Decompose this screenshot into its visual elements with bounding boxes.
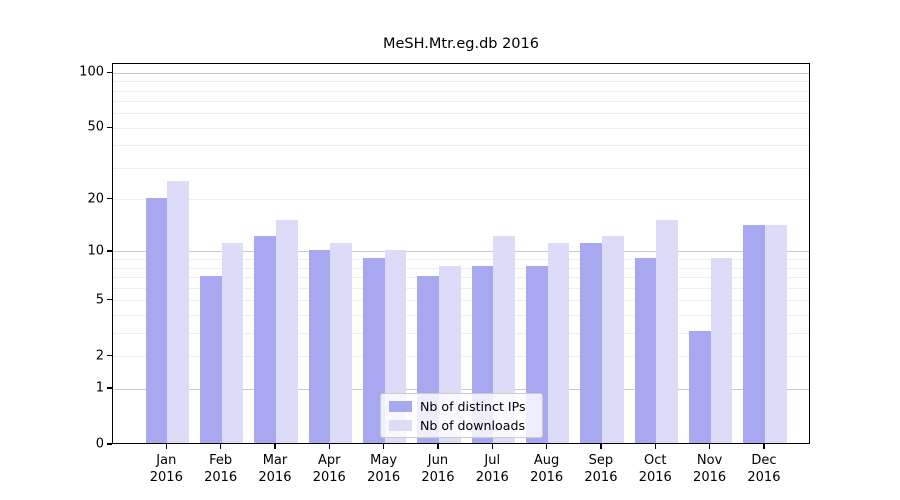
x-tick-mark (545, 444, 548, 449)
x-tick-mark (600, 444, 602, 449)
y-tick-mark (107, 443, 112, 445)
grid-line-8 (113, 267, 809, 269)
y-tick-label-10: 10 (87, 243, 104, 259)
x-tick-mark (708, 444, 711, 449)
grid-line-80 (113, 90, 809, 92)
bar-downloads-oct (656, 219, 678, 443)
grid-line-1 (113, 388, 809, 390)
bar-downloads-mar (275, 219, 298, 443)
bar-distinct-ips-mar (254, 236, 276, 443)
y-tick-label-20: 20 (87, 191, 104, 207)
x-tick-label-aug: Aug 2016 (530, 453, 564, 485)
y-tick-mark (107, 387, 112, 389)
legend-swatch-downloads (389, 419, 412, 431)
bar-distinct-ips-nov (688, 331, 711, 443)
y-tick-mark (107, 198, 112, 200)
grid-line-2 (113, 356, 809, 357)
legend-row: Nb of downloads (389, 418, 534, 433)
bar-downloads-jan (167, 180, 189, 443)
bar-downloads-sep (601, 236, 624, 443)
bar-distinct-ips-jan (145, 197, 168, 443)
bar-downloads-nov (710, 257, 733, 443)
bar-distinct-ips-apr (308, 249, 331, 443)
bar-downloads-aug (547, 242, 570, 443)
grid-line-3 (113, 332, 809, 334)
legend: Nb of distinct IPs Nb of downloads (380, 393, 543, 438)
y-tick-mark (107, 354, 112, 357)
x-tick-mark (491, 444, 493, 449)
grid-line-90 (113, 81, 809, 83)
y-tick-mark (107, 250, 112, 252)
x-tick-label-dec: Dec 2016 (747, 453, 781, 485)
grid-line-7 (113, 277, 809, 278)
y-tick-mark (107, 126, 112, 128)
plot-area: Nb of distinct IPs Nb of downloads (112, 63, 810, 444)
x-tick-mark (328, 444, 330, 449)
bar-distinct-ips-dec (743, 224, 765, 443)
x-tick-mark (165, 444, 167, 449)
x-tick-label-jul: Jul 2016 (475, 453, 509, 485)
x-tick-label-may: May 2016 (367, 453, 401, 485)
legend-label: Nb of downloads (420, 417, 526, 433)
x-tick-label-jan: Jan 2016 (149, 453, 183, 485)
y-tick-label-50: 50 (87, 119, 104, 135)
x-tick-label-feb: Feb 2016 (204, 453, 238, 485)
x-tick-mark (437, 444, 439, 449)
legend-label: Nb of distinct IPs (420, 398, 526, 414)
grid-line-40 (113, 145, 809, 147)
legend-swatch-distinct-ips (389, 400, 412, 412)
y-tick-label-1: 1 (95, 380, 104, 396)
grid-line-5 (113, 300, 809, 302)
y-tick-mark (107, 298, 112, 301)
x-tick-mark (219, 444, 222, 449)
y-tick-label-0: 0 (95, 436, 104, 452)
bar-distinct-ips-sep (580, 242, 602, 443)
x-tick-mark (654, 444, 656, 449)
y-tick-label-5: 5 (95, 292, 104, 308)
bar-downloads-dec (764, 224, 787, 443)
x-tick-mark (763, 444, 765, 449)
bar-downloads-feb (221, 242, 244, 443)
grid-line-50 (113, 127, 809, 129)
bar-distinct-ips-feb (199, 275, 222, 443)
grid-line-10 (113, 251, 809, 253)
y-tick-mark (107, 71, 112, 73)
x-tick-label-oct: Oct 2016 (638, 453, 672, 485)
x-tick-label-apr: Apr 2016 (312, 453, 346, 485)
grid-line-20 (113, 199, 809, 201)
x-tick-label-nov: Nov 2016 (693, 453, 727, 485)
chart-title: MeSH.Mtr.eg.db 2016 (383, 36, 539, 52)
x-tick-mark (382, 444, 385, 449)
x-tick-label-sep: Sep 2016 (584, 453, 618, 485)
grid-line-9 (113, 259, 809, 261)
grid-line-30 (113, 167, 809, 169)
legend-row: Nb of distinct IPs (389, 399, 534, 414)
bar-downloads-apr (330, 242, 352, 443)
y-tick-label-100: 100 (79, 64, 104, 80)
x-tick-label-mar: Mar 2016 (258, 453, 292, 485)
bar-distinct-ips-oct (634, 257, 657, 443)
x-tick-label-jun: Jun 2016 (421, 453, 455, 485)
y-tick-label-2: 2 (95, 348, 104, 363)
grid-line-6 (113, 287, 809, 289)
x-tick-mark (274, 444, 276, 449)
grid-line-4 (113, 314, 809, 316)
bar-distinct-ips-may (362, 257, 385, 443)
grid-line-70 (113, 101, 809, 103)
bar-downloads-jul (493, 236, 515, 443)
grid-line-100 (113, 72, 809, 74)
grid-line-60 (113, 113, 809, 115)
